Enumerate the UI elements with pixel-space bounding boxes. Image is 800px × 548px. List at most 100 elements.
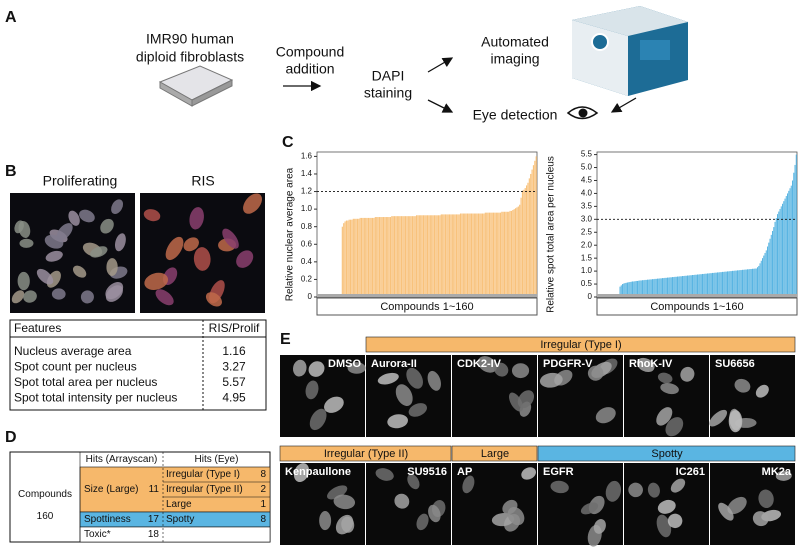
bar xyxy=(468,213,470,297)
bar xyxy=(785,196,787,297)
bar xyxy=(471,213,473,297)
image-label: IC261 xyxy=(676,466,705,478)
nucleus xyxy=(144,272,169,290)
bar xyxy=(658,278,660,297)
bar xyxy=(707,273,709,297)
y-tick-label: 1.0 xyxy=(301,204,313,213)
bar xyxy=(480,213,482,297)
bar xyxy=(413,216,415,297)
y-tick-label: 0.2 xyxy=(301,275,313,284)
nucleus xyxy=(236,250,254,268)
nucleus xyxy=(45,250,63,262)
image-label: RhoK-IV xyxy=(629,358,673,370)
bar xyxy=(643,280,645,297)
image-label: Kenpaullone xyxy=(285,466,351,478)
nucleus xyxy=(775,470,792,481)
bar xyxy=(392,216,394,297)
bar xyxy=(685,275,687,297)
nucleus xyxy=(656,407,673,426)
bar xyxy=(377,217,379,297)
bar xyxy=(669,277,671,297)
bar xyxy=(498,212,500,297)
bar xyxy=(763,255,765,297)
nucleus xyxy=(752,511,769,527)
y-tick-label: 0.6 xyxy=(301,239,313,248)
bar xyxy=(369,217,371,297)
bar xyxy=(762,258,764,297)
y-tick-label: 0.5 xyxy=(581,279,593,288)
bar xyxy=(767,246,769,297)
panel-label: E xyxy=(280,331,291,348)
step-text: Eye detection xyxy=(473,107,558,123)
bar xyxy=(704,273,706,297)
bar xyxy=(700,274,702,297)
bar xyxy=(729,271,731,297)
bar xyxy=(469,213,471,297)
panel-label: C xyxy=(282,134,294,151)
table-header: Features xyxy=(14,321,61,335)
nucleus xyxy=(718,502,734,521)
bar xyxy=(352,218,354,297)
bar xyxy=(727,271,729,297)
bar xyxy=(693,274,695,297)
bar xyxy=(622,284,624,297)
nucleus xyxy=(11,290,25,304)
bar xyxy=(653,279,655,297)
bar xyxy=(635,280,637,297)
bar xyxy=(647,279,649,297)
table-header: RIS/Prolif xyxy=(209,321,260,335)
bar xyxy=(355,218,357,297)
step-text: Compound xyxy=(276,44,345,60)
bar xyxy=(400,216,403,297)
group-count: 11 xyxy=(149,484,160,495)
group-count: 18 xyxy=(148,529,160,540)
bar xyxy=(774,221,776,297)
group-name: Size (Large) xyxy=(84,484,138,495)
bar xyxy=(359,217,361,297)
bar xyxy=(744,269,746,297)
bar xyxy=(486,212,488,297)
nucleus xyxy=(324,396,344,413)
bar xyxy=(472,213,474,297)
bar xyxy=(708,273,710,297)
y-axis-label: Relative nuclear average area xyxy=(285,167,296,301)
nucleus xyxy=(327,485,348,500)
bar xyxy=(457,214,459,297)
bar xyxy=(409,216,411,297)
bar xyxy=(416,215,418,297)
y-tick-label: 0 xyxy=(308,292,313,301)
bar xyxy=(475,213,477,297)
nucleus xyxy=(114,233,126,252)
bar xyxy=(530,173,532,297)
y-axis-label: Relative spot total area per nucleus xyxy=(546,156,557,313)
bar xyxy=(732,270,734,297)
bar xyxy=(627,282,629,297)
bar xyxy=(343,223,345,297)
bar xyxy=(672,277,674,297)
bar xyxy=(642,280,644,297)
nucleus xyxy=(660,383,679,395)
bar xyxy=(630,281,632,297)
bar xyxy=(531,169,533,297)
nucleus xyxy=(309,408,327,431)
baseline xyxy=(597,294,797,297)
eye-name: Large xyxy=(166,499,192,510)
table-cell: Nucleus average area xyxy=(14,344,132,358)
nucleus xyxy=(408,403,427,417)
eye-name: Irregular (Type II) xyxy=(166,484,243,495)
group-header xyxy=(365,336,796,353)
bar xyxy=(624,283,626,297)
bar xyxy=(719,272,721,297)
bar xyxy=(709,273,711,297)
nucleus xyxy=(308,361,325,377)
step-text: imaging xyxy=(490,51,539,67)
bar xyxy=(657,278,659,297)
bar xyxy=(460,213,462,297)
bar xyxy=(440,214,442,297)
micrograph xyxy=(538,463,623,545)
eye-count: 8 xyxy=(260,469,266,480)
bar xyxy=(654,278,656,297)
bar xyxy=(663,278,665,297)
bar xyxy=(483,213,485,297)
